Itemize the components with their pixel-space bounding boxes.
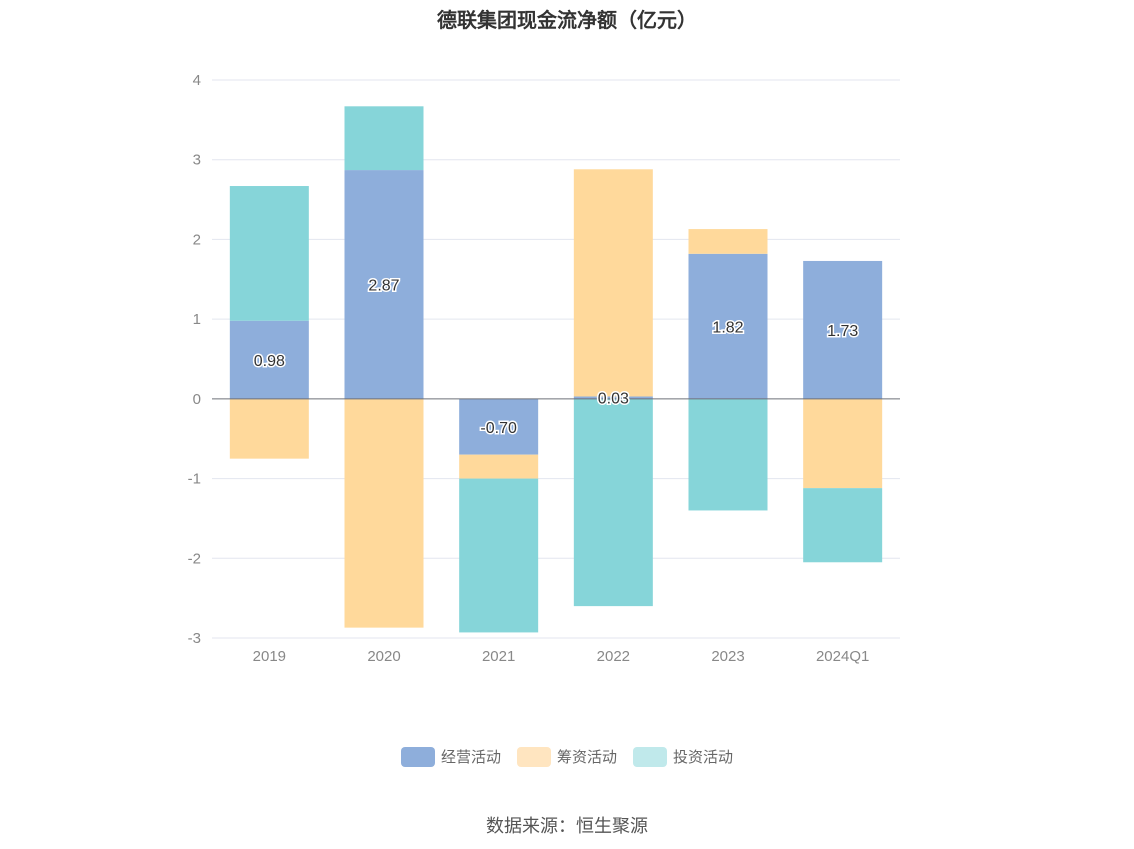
bar-segment [344,170,424,399]
bar-segment [688,253,768,399]
bar-segment [803,488,883,563]
bar-segment [229,320,309,399]
y-tick-label: 4 [193,72,201,89]
data-label: 0.03 [598,391,629,408]
data-label: 1.82 [712,319,743,336]
legend: 经营活动 筹资活动 投资活动 [0,746,1134,767]
legend-label-investing: 投资活动 [673,749,734,766]
chart-title: 德联集团现金流净额（亿元） [437,10,697,32]
x-tick-label: 2024Q1 [816,648,869,665]
legend-label-financing: 筹资活动 [556,749,617,766]
legend-label-operating: 经营活动 [440,749,501,766]
legend-swatch-operating [400,746,435,767]
bar-segment [688,398,768,511]
legend-item-investing[interactable]: 投资活动 [633,746,733,767]
data-label: 2.87 [368,277,399,294]
y-tick-label: -3 [188,630,201,647]
bar-segment [459,454,539,479]
y-tick-label: -1 [188,471,201,488]
data-label: -0.70 [480,420,517,437]
y-tick-label: 2 [193,231,201,248]
x-tick-label: 2020 [367,648,400,665]
bar-segment [573,396,653,399]
bar-segment [573,169,653,397]
bar-segment [688,229,768,254]
bars [229,106,883,633]
bar-segment [459,478,539,633]
bar-segment [229,398,309,459]
bar-segment [803,398,883,489]
y-tick-label: 1 [193,311,201,328]
bar-segment [344,106,424,171]
x-tick-label: 2022 [597,648,630,665]
legend-item-operating[interactable]: 经营活动 [400,746,501,767]
bar-segment [344,398,424,628]
zero-axis [212,398,900,639]
bar-segment [803,260,883,399]
y-tick-label: 0 [193,391,201,408]
y-tick-label: 3 [193,152,201,169]
bar-segment [459,398,539,455]
data-label: 0.98 [254,353,285,370]
legend-swatch-investing [633,746,667,767]
x-tick-label: 2023 [711,648,744,665]
axis-labels: 4 3 2 1 0 -1 -2 -3 2019 2020 2021 2022 2023 2024Q1 [188,72,870,665]
bar-segment [573,398,653,607]
data-labels: 0.98 2.87 -0.70 0.03 1.82 1.73 [252,276,860,438]
source-note: 数据来源：恒生聚源 [486,816,648,836]
grid-lines [212,79,900,639]
bar-segment [229,186,309,321]
y-tick-label: -2 [188,550,201,567]
legend-item-financing[interactable]: 筹资活动 [516,746,617,767]
legend-swatch-financing [516,746,551,767]
x-tick-label: 2019 [253,648,286,665]
data-label: 1.73 [827,323,858,340]
x-tick-label: 2021 [482,648,515,665]
